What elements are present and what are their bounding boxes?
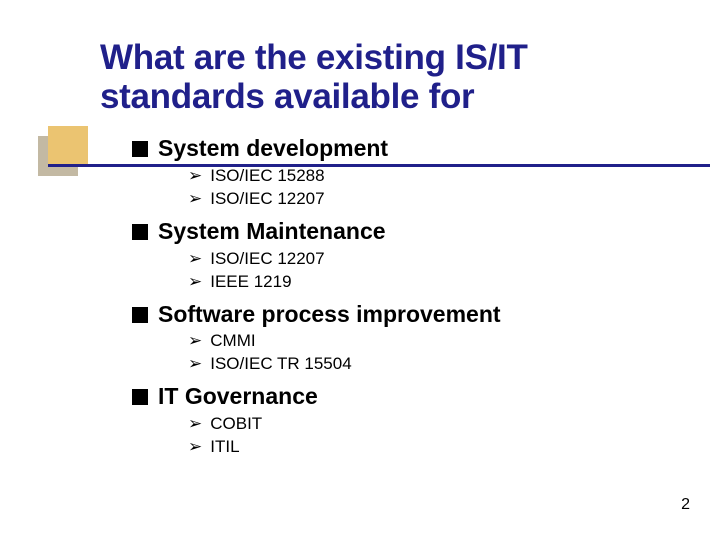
sublist-item: ➢ COBIT [188,413,660,436]
title-accent-box [48,126,88,166]
sublist-item-label: ITIL [210,436,239,459]
arrow-bullet-icon: ➢ [188,353,202,376]
sublist-item-label: CMMI [210,330,255,353]
list-item-row: System Maintenance [132,217,660,246]
sublist-item: ➢ ISO/IEC 12207 [188,188,660,211]
square-bullet-icon [132,224,148,240]
sublist: ➢ ISO/IEC 12207 ➢ IEEE 1219 [132,248,660,294]
list-item-label: Software process improvement [158,300,501,329]
square-bullet-icon [132,389,148,405]
list-item-row: IT Governance [132,382,660,411]
list-item-label: System Maintenance [158,217,386,246]
sublist-item: ➢ ISO/IEC 15288 [188,165,660,188]
sublist: ➢ CMMI ➢ ISO/IEC TR 15504 [132,330,660,376]
title-underline [48,164,710,167]
slide: What are the existing IS/IT standards av… [0,0,720,540]
arrow-bullet-icon: ➢ [188,188,202,211]
list-item: System development ➢ ISO/IEC 15288 ➢ ISO… [132,134,660,211]
content-region: System development ➢ ISO/IEC 15288 ➢ ISO… [100,134,660,459]
sublist-item-label: ISO/IEC 12207 [210,188,324,211]
sublist: ➢ ISO/IEC 15288 ➢ ISO/IEC 12207 [132,165,660,211]
sublist-item-label: ISO/IEC TR 15504 [210,353,351,376]
list-item-row: System development [132,134,660,163]
sublist-item: ➢ ISO/IEC 12207 [188,248,660,271]
title-region: What are the existing IS/IT standards av… [100,38,660,116]
arrow-bullet-icon: ➢ [188,413,202,436]
sublist-item-label: IEEE 1219 [210,271,291,294]
list-item-row: Software process improvement [132,300,660,329]
sublist-item: ➢ IEEE 1219 [188,271,660,294]
sublist-item: ➢ CMMI [188,330,660,353]
arrow-bullet-icon: ➢ [188,165,202,188]
sublist: ➢ COBIT ➢ ITIL [132,413,660,459]
list-item: Software process improvement ➢ CMMI ➢ IS… [132,300,660,377]
sublist-item-label: ISO/IEC 15288 [210,165,324,188]
arrow-bullet-icon: ➢ [188,436,202,459]
list-item-label: IT Governance [158,382,318,411]
list-item-label: System development [158,134,388,163]
arrow-bullet-icon: ➢ [188,248,202,271]
arrow-bullet-icon: ➢ [188,330,202,353]
page-number: 2 [681,496,690,514]
sublist-item: ➢ ISO/IEC TR 15504 [188,353,660,376]
list-item: System Maintenance ➢ ISO/IEC 12207 ➢ IEE… [132,217,660,294]
slide-title: What are the existing IS/IT standards av… [100,38,660,116]
sublist-item: ➢ ITIL [188,436,660,459]
list-item: IT Governance ➢ COBIT ➢ ITIL [132,382,660,459]
square-bullet-icon [132,141,148,157]
square-bullet-icon [132,307,148,323]
sublist-item-label: ISO/IEC 12207 [210,248,324,271]
sublist-item-label: COBIT [210,413,262,436]
arrow-bullet-icon: ➢ [188,271,202,294]
